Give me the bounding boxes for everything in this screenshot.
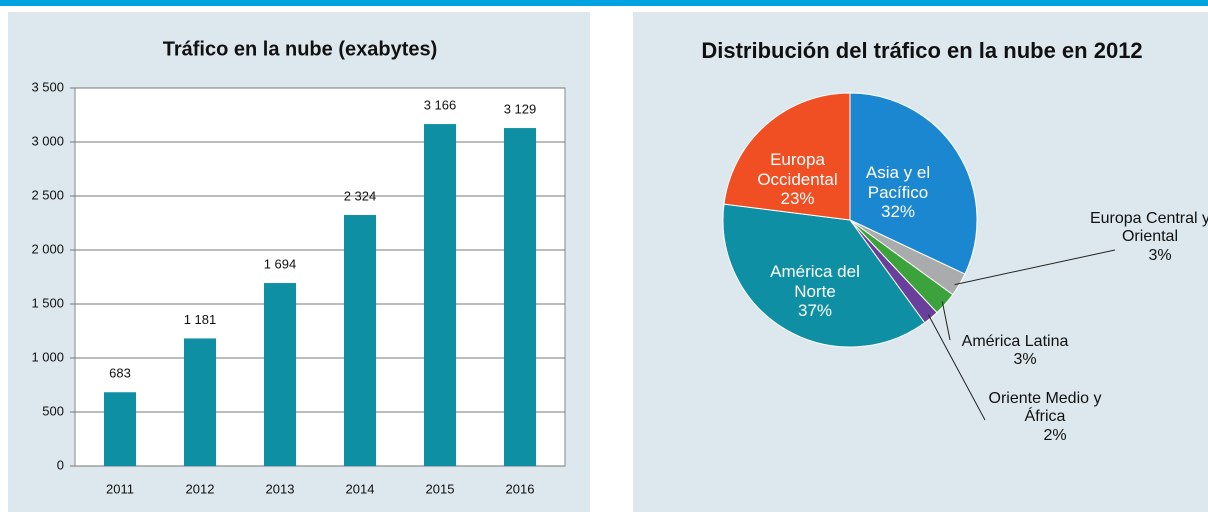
leader-line	[954, 249, 1116, 286]
plot-area	[74, 87, 566, 467]
bar	[504, 128, 536, 466]
value-label: 3 166	[424, 98, 457, 113]
pie-slice	[722, 203, 926, 348]
y-tick-label: 2 000	[31, 241, 64, 256]
y-tick-label: 3 500	[31, 79, 64, 94]
value-label: 1 181	[184, 312, 217, 327]
y-tick-label: 500	[42, 403, 64, 418]
category-label: Europa Central y Oriental	[1089, 210, 1208, 246]
label-box: Europa Central y Oriental 3%	[1080, 210, 1208, 265]
y-tick-label: 1 500	[31, 295, 64, 310]
pie-title: Distribución del tráfico en la nube en 2…	[701, 38, 1142, 63]
category-label: Europa Occidental	[757, 150, 838, 189]
value-label: 37%	[797, 301, 833, 321]
x-tick-label: 2012	[186, 481, 215, 496]
value-label: 1 694	[264, 256, 297, 271]
y-tick-label: 1 000	[31, 349, 64, 364]
value-label: 23%	[780, 189, 815, 209]
leader-line	[941, 301, 951, 341]
bar-title: Tráfico en la nube (exabytes)	[163, 38, 438, 60]
value-label: 2%	[1043, 426, 1067, 444]
category-label: Oriente Medio y África	[988, 390, 1102, 426]
y-tick-label: 3 000	[31, 133, 64, 148]
pie-slice	[723, 92, 851, 221]
y-tick-label: 2 500	[31, 187, 64, 202]
value-label: 3%	[1013, 351, 1037, 369]
label-box: Europa Occidental 23%	[745, 150, 850, 209]
x-tick-label: 2014	[346, 481, 375, 496]
category-label: América del Norte	[770, 262, 860, 301]
bar	[104, 392, 136, 466]
category-label: Asia y el Pacífico	[865, 163, 931, 202]
value-label: 32%	[880, 202, 916, 222]
x-tick-label: 2013	[266, 481, 295, 496]
bar	[424, 124, 456, 467]
value-label: 3%	[1148, 246, 1172, 264]
label-box: Asia y el Pacífico 32%	[848, 163, 948, 222]
y-tick-label: 0	[57, 457, 64, 472]
value-label: 3 129	[504, 102, 537, 117]
top-bar	[0, 0, 1208, 6]
bar	[184, 338, 216, 466]
label-box: Oriente Medio y África 2%	[975, 390, 1115, 445]
leader-line	[927, 314, 986, 421]
pie-slice	[849, 92, 978, 275]
bar	[264, 283, 296, 466]
x-tick-label: 2011	[106, 481, 134, 496]
label-box: América del Norte 37%	[760, 262, 870, 321]
label-box: América Latina 3%	[955, 333, 1075, 370]
x-tick-label: 2016	[506, 481, 535, 496]
value-label: 2 324	[344, 188, 377, 203]
value-label: 683	[109, 366, 131, 381]
bar	[344, 215, 376, 466]
x-tick-label: 2015	[426, 481, 455, 496]
category-label: América Latina	[961, 333, 1069, 350]
